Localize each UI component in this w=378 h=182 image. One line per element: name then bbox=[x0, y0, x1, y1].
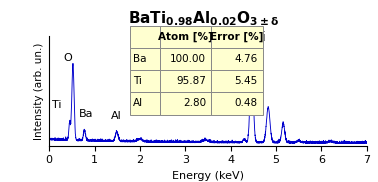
X-axis label: Energy (keV): Energy (keV) bbox=[172, 171, 244, 181]
Text: Al: Al bbox=[112, 111, 122, 121]
Text: O: O bbox=[64, 54, 73, 64]
Text: Ba: Ba bbox=[79, 108, 94, 118]
Text: BaTi$_\mathregular{0.98}$Al$_\mathregular{0.02}$O$_\mathregular{3\pm\delta}$: BaTi$_\mathregular{0.98}$Al$_\mathregula… bbox=[128, 9, 279, 28]
Text: Ba/Ti: Ba/Ti bbox=[237, 31, 267, 44]
Text: Ti: Ti bbox=[52, 100, 62, 110]
Y-axis label: Intensity (arb. un.): Intensity (arb. un.) bbox=[34, 42, 43, 140]
